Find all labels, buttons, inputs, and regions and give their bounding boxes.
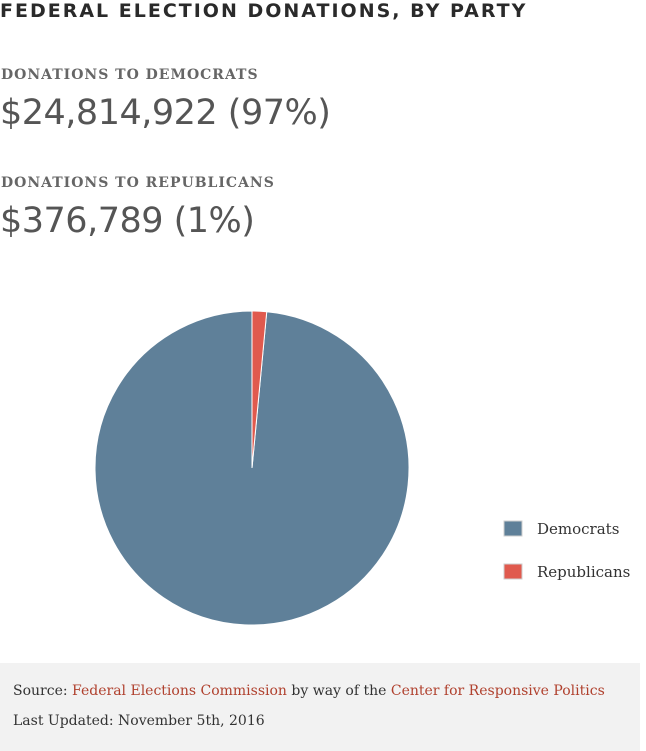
last-updated: Last Updated: November 5th, 2016 bbox=[13, 713, 265, 729]
chart-legend: Democrats Republicans bbox=[503, 520, 630, 581]
source-prefix: Source: bbox=[13, 683, 73, 699]
source-middle: by way of the bbox=[286, 683, 391, 699]
republicans-donations-value: $376,789 (1%) bbox=[0, 201, 255, 241]
democrats-donations-value: $24,814,922 (97%) bbox=[0, 93, 331, 133]
source-footer: Source: Federal Elections Commission by … bbox=[0, 663, 640, 751]
source-line: Source: Federal Elections Commission by … bbox=[13, 683, 605, 699]
fec-link[interactable]: Federal Elections Commission bbox=[72, 683, 287, 699]
pie-slices bbox=[94, 310, 410, 626]
pie-slice-republicans[interactable] bbox=[251, 310, 268, 469]
republicans-donations-label: DONATIONS TO REPUBLICANS bbox=[1, 175, 275, 191]
legend-swatch-republicans[interactable] bbox=[503, 563, 523, 580]
crp-link[interactable]: Center for Responsive Politics bbox=[390, 683, 605, 699]
legend-label-republicans: Republicans bbox=[537, 563, 630, 581]
legend-swatch-democrats[interactable] bbox=[503, 520, 523, 537]
page-title: FEDERAL ELECTION DONATIONS, BY PARTY bbox=[0, 0, 528, 22]
democrats-donations-label: DONATIONS TO DEMOCRATS bbox=[1, 67, 259, 83]
pie-chart: Democrats Republicans bbox=[94, 310, 630, 626]
legend-label-democrats: Democrats bbox=[537, 520, 619, 538]
